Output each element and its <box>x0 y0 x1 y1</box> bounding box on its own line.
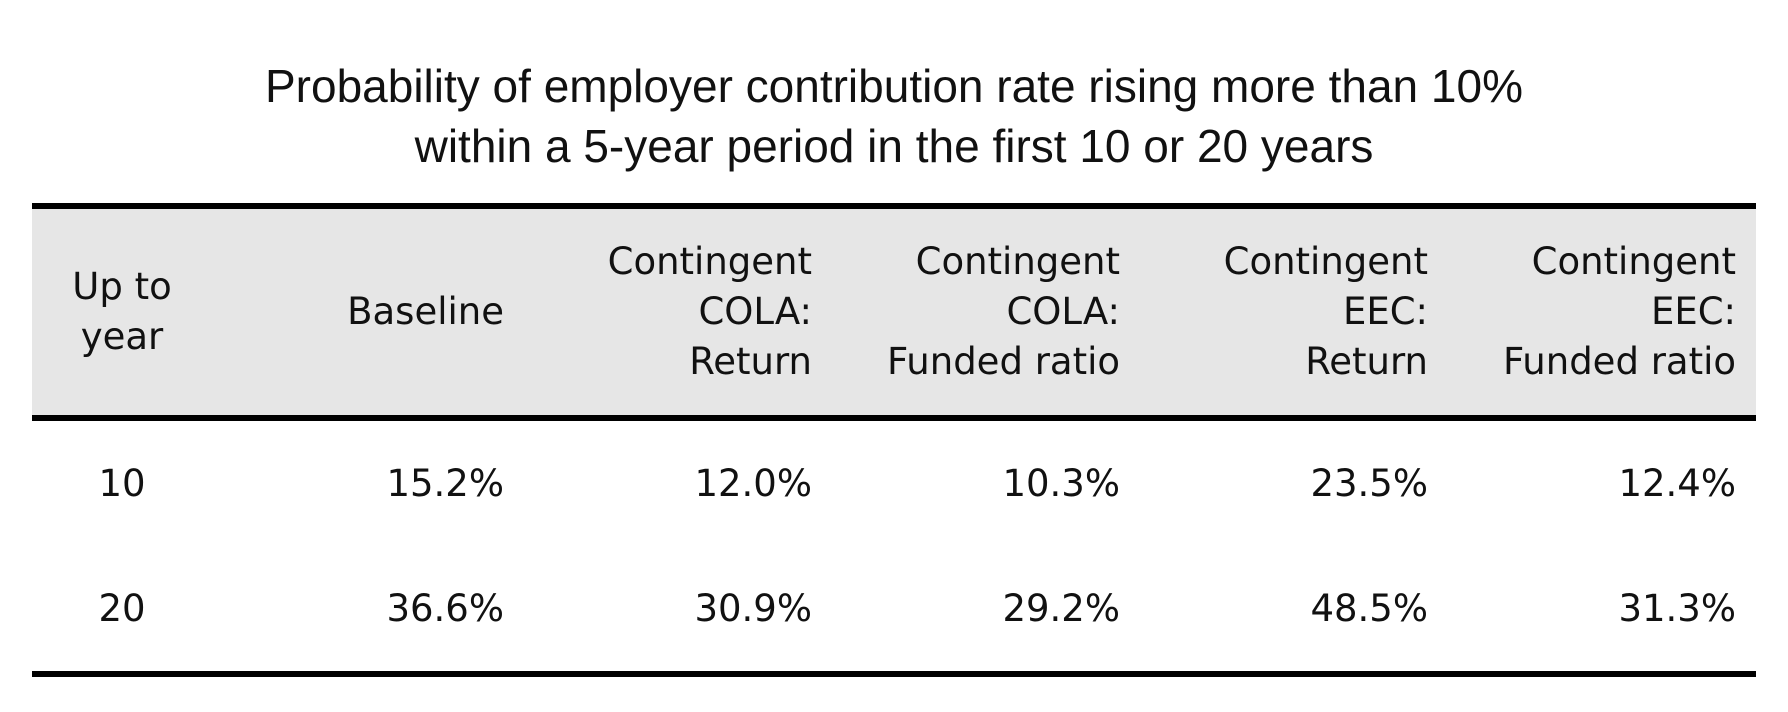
cell-contingent-cola-return: 12.0% <box>694 462 812 505</box>
table-row: 10 15.2% 12.0% 10.3% 23.5% 12.4% <box>32 418 1756 546</box>
table-title: Probability of employer contribution rat… <box>0 56 1788 176</box>
cell-baseline: 15.2% <box>386 462 504 505</box>
table-header: Up to year Baseline Contingent COLA: Ret… <box>32 203 1756 421</box>
header-contingent-eec-return: Contingent EEC: Return <box>1140 203 1448 421</box>
cell-contingent-cola-funded-ratio: 10.3% <box>1002 462 1120 505</box>
cell-contingent-eec-return: 48.5% <box>1140 546 1448 677</box>
probability-table: Up to year Baseline Contingent COLA: Ret… <box>32 203 1756 677</box>
cell-year: 20 <box>32 546 212 677</box>
cell-baseline: 36.6% <box>212 546 524 677</box>
header-contingent-cola-funded-ratio: Contingent COLA: Funded ratio <box>832 203 1140 421</box>
header-contingent-eec-funded-ratio: Contingent EEC: Funded ratio <box>1448 203 1756 421</box>
cell-year: 10 <box>98 462 146 505</box>
cell-contingent-eec-funded-ratio: 12.4% <box>1618 462 1736 505</box>
table-body: 10 15.2% 12.0% 10.3% 23.5% 12.4% 20 36.6… <box>32 418 1756 677</box>
table-row: 20 36.6% 30.9% 29.2% 48.5% 31.3% <box>32 546 1756 677</box>
header-baseline: Baseline <box>212 203 524 421</box>
table-title-line-1: Probability of employer contribution rat… <box>265 60 1523 112</box>
header-up-to-year: Up to year <box>32 203 212 421</box>
header-contingent-cola-return: Contingent COLA: Return <box>524 203 832 421</box>
cell-contingent-eec-funded-ratio: 31.3% <box>1448 546 1756 677</box>
cell-contingent-cola-return: 30.9% <box>524 546 832 677</box>
table-title-line-2: within a 5-year period in the first 10 o… <box>414 120 1374 172</box>
probability-table-container: Up to year Baseline Contingent COLA: Ret… <box>32 203 1756 677</box>
header-row: Up to year Baseline Contingent COLA: Ret… <box>32 203 1756 421</box>
cell-contingent-eec-return: 23.5% <box>1310 462 1428 505</box>
cell-contingent-cola-funded-ratio: 29.2% <box>832 546 1140 677</box>
